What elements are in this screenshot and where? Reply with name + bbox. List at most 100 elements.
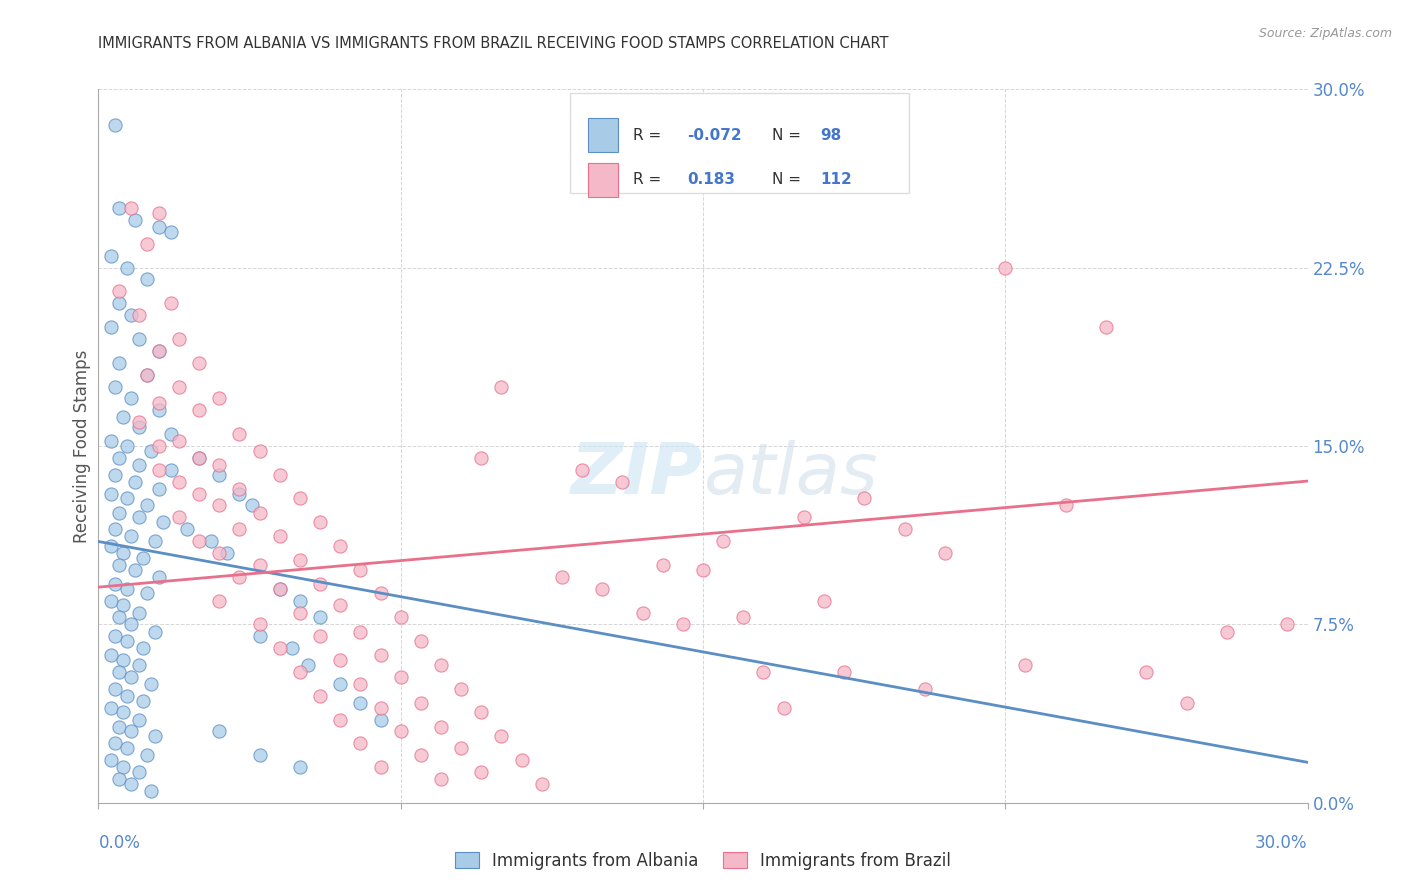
- Point: [672, 617, 695, 632]
- Point: [1216, 624, 1239, 639]
- Point: [309, 610, 332, 624]
- Point: [269, 582, 291, 596]
- Point: [409, 634, 432, 648]
- Point: [349, 563, 371, 577]
- Point: [491, 379, 513, 393]
- Point: [733, 610, 755, 624]
- Point: [128, 458, 150, 472]
- Text: -0.072: -0.072: [688, 128, 742, 143]
- Point: [107, 665, 129, 679]
- Point: [120, 724, 142, 739]
- Point: [470, 764, 492, 779]
- Text: N =: N =: [772, 172, 806, 187]
- Point: [470, 450, 492, 465]
- Point: [591, 582, 613, 596]
- Point: [167, 475, 190, 489]
- Point: [914, 681, 936, 696]
- Point: [176, 522, 198, 536]
- Point: [128, 657, 150, 672]
- Point: [120, 392, 142, 406]
- Point: [132, 550, 155, 565]
- Point: [430, 657, 453, 672]
- Point: [135, 368, 157, 382]
- Point: [100, 753, 122, 767]
- Text: R =: R =: [633, 172, 666, 187]
- Point: [188, 450, 211, 465]
- Point: [228, 570, 250, 584]
- Point: [111, 599, 134, 613]
- FancyBboxPatch shape: [569, 93, 908, 193]
- Point: [111, 653, 134, 667]
- Point: [228, 486, 250, 500]
- Point: [100, 700, 122, 714]
- Point: [111, 760, 134, 774]
- Point: [148, 220, 170, 235]
- Point: [135, 499, 157, 513]
- Point: [124, 563, 146, 577]
- Point: [111, 410, 134, 425]
- Point: [208, 546, 231, 560]
- Point: [100, 648, 122, 663]
- Point: [160, 296, 183, 310]
- Point: [167, 434, 190, 449]
- Point: [470, 706, 492, 720]
- Point: [288, 606, 311, 620]
- Point: [100, 434, 122, 449]
- Point: [120, 529, 142, 543]
- Point: [103, 681, 125, 696]
- Point: [249, 629, 271, 643]
- Point: [128, 713, 150, 727]
- Point: [208, 593, 231, 607]
- Point: [1135, 665, 1157, 679]
- Point: [160, 225, 183, 239]
- Text: 112: 112: [820, 172, 852, 187]
- Point: [288, 665, 311, 679]
- Bar: [588, 118, 619, 153]
- Point: [389, 724, 412, 739]
- Point: [409, 696, 432, 710]
- Point: [128, 308, 150, 322]
- Point: [370, 760, 392, 774]
- Point: [752, 665, 775, 679]
- Point: [329, 677, 352, 691]
- Point: [370, 713, 392, 727]
- Point: [389, 670, 412, 684]
- Text: ZIP: ZIP: [571, 440, 703, 509]
- Point: [571, 463, 593, 477]
- Point: [1095, 320, 1118, 334]
- Text: 98: 98: [820, 128, 842, 143]
- Point: [148, 343, 170, 358]
- Point: [228, 427, 250, 442]
- Point: [240, 499, 263, 513]
- Point: [139, 443, 162, 458]
- Point: [103, 629, 125, 643]
- Point: [430, 772, 453, 786]
- Point: [208, 458, 231, 472]
- Point: [100, 320, 122, 334]
- Point: [148, 403, 170, 417]
- Point: [167, 510, 190, 524]
- Point: [111, 706, 134, 720]
- Point: [288, 491, 311, 506]
- Point: [115, 491, 138, 506]
- Point: [148, 463, 170, 477]
- Point: [128, 510, 150, 524]
- Point: [188, 450, 211, 465]
- Point: [132, 641, 155, 656]
- Point: [450, 741, 472, 756]
- Point: [188, 534, 211, 549]
- Y-axis label: Receiving Food Stamps: Receiving Food Stamps: [73, 350, 91, 542]
- Point: [100, 539, 122, 553]
- Point: [120, 670, 142, 684]
- Point: [853, 491, 876, 506]
- Point: [120, 201, 142, 215]
- Bar: [588, 162, 619, 197]
- Point: [309, 689, 332, 703]
- Point: [148, 396, 170, 410]
- Point: [329, 539, 352, 553]
- Point: [269, 641, 291, 656]
- Point: [103, 467, 125, 482]
- Point: [329, 653, 352, 667]
- Point: [349, 696, 371, 710]
- Point: [297, 657, 319, 672]
